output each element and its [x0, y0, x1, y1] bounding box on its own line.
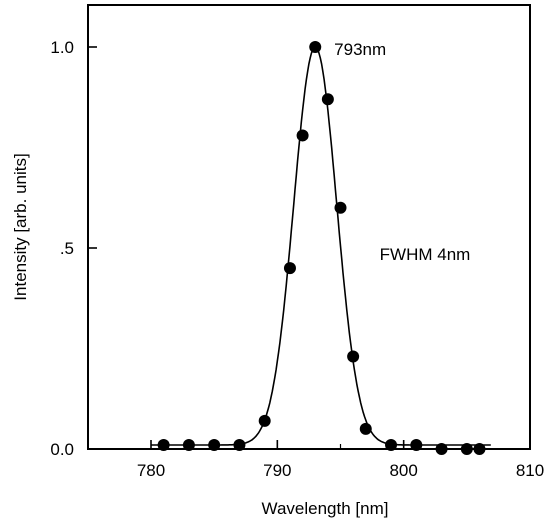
y-axis-label: Intensity [arb. units]	[11, 153, 30, 300]
data-point	[385, 438, 398, 451]
data-point	[321, 93, 334, 106]
data-point	[208, 438, 221, 451]
data-point	[410, 438, 423, 451]
data-point	[359, 422, 372, 435]
annotation-text: FWHM 4nm	[380, 245, 471, 264]
data-point	[233, 438, 246, 451]
y-tick-label: 1.0	[50, 38, 74, 57]
data-point	[309, 41, 322, 53]
axis-tick-labels: 780 790 800 810 0.0 .5 1.0	[50, 38, 544, 480]
y-tick-label: 0.0	[50, 440, 74, 459]
data-point	[258, 414, 271, 427]
data-point	[182, 438, 195, 451]
x-tick-label: 800	[389, 461, 417, 480]
x-tick-label: 780	[137, 461, 165, 480]
plot-frame	[87, 4, 531, 450]
data-point	[435, 443, 448, 455]
data-point	[157, 438, 170, 451]
x-axis-label: Wavelength [nm]	[262, 499, 389, 518]
gaussian-fit-curve	[151, 46, 491, 446]
data-point	[296, 129, 309, 142]
data-points	[157, 41, 486, 455]
annotation-text: 793nm	[334, 40, 386, 59]
chart-annotations: 793nm FWHM 4nm	[334, 40, 470, 264]
y-tick-label: .5	[60, 239, 74, 258]
data-point	[460, 443, 473, 455]
data-point	[347, 350, 360, 363]
data-point	[334, 201, 347, 214]
data-point	[473, 443, 486, 455]
x-tick-label: 810	[516, 461, 544, 480]
data-point	[283, 262, 296, 275]
x-tick-label: 790	[263, 461, 291, 480]
